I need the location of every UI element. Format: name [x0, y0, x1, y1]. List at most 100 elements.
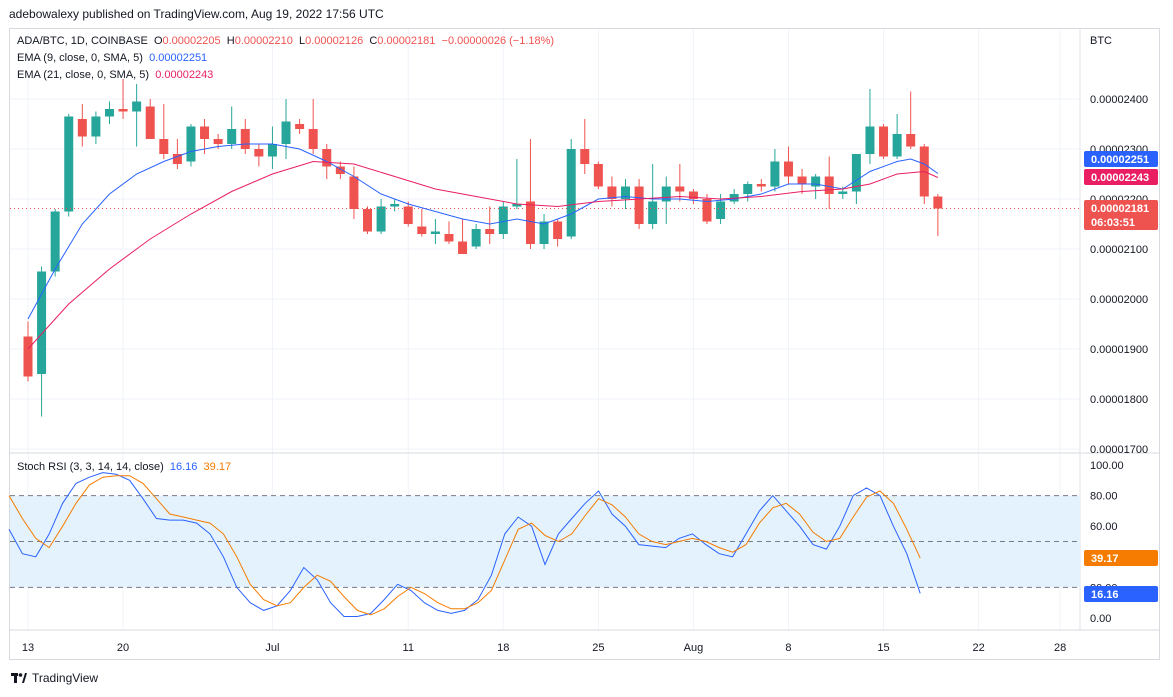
candle-body [227, 129, 237, 144]
candle [892, 114, 902, 159]
time-tick-label: 22 [972, 642, 984, 654]
candle [132, 84, 142, 147]
time-tick-label: 20 [117, 642, 129, 654]
candle [471, 224, 481, 249]
stoch-d-badge-text: 39.17 [1091, 553, 1119, 565]
candle-body [363, 209, 372, 232]
ema9-badge-text: 0.00002251 [1091, 154, 1149, 166]
candle-body [77, 119, 87, 137]
candle [363, 206, 372, 234]
stoch-tick-label: 100.00 [1090, 460, 1124, 472]
candle [729, 189, 739, 204]
candle [607, 176, 617, 207]
candle [23, 321, 33, 382]
candle [539, 214, 549, 249]
time-tick-label: 15 [877, 642, 889, 654]
candle [783, 146, 793, 184]
candle [770, 149, 780, 192]
price-tick-label: 0.00001700 [1090, 444, 1148, 456]
candle [64, 114, 74, 217]
stoch-d-badge-bg [1084, 550, 1158, 566]
time-tick-label: 11 [403, 642, 414, 654]
candle [675, 164, 685, 202]
candle [743, 181, 753, 202]
candle [281, 99, 291, 159]
stoch-k-badge-text: 16.16 [1091, 589, 1119, 601]
candle [267, 126, 277, 169]
candle [485, 206, 495, 244]
candle-body [743, 184, 753, 194]
candle [661, 176, 671, 224]
candle-body [661, 186, 671, 202]
candle-body [675, 186, 685, 192]
time-tick-label: Aug [684, 642, 704, 654]
stoch-tick-label: 60.00 [1090, 521, 1118, 533]
candle-body [621, 186, 631, 199]
candle [145, 99, 155, 139]
candle-body [892, 134, 902, 157]
legend-symbol: ADA/BTC, 1D, COINBASE [17, 35, 148, 47]
price-legend: ADA/BTC, 1D, COINBASE O0.00002205 H0.000… [17, 35, 554, 47]
candle-body [240, 129, 250, 149]
candle [349, 166, 359, 219]
stoch-d-badge: 39.17 [1084, 550, 1158, 566]
candle-body [783, 161, 793, 177]
candle-body [553, 221, 563, 239]
candle [91, 111, 101, 144]
candle [430, 219, 440, 244]
time-tick-label: 18 [497, 642, 509, 654]
time-tick-label: 28 [1054, 642, 1066, 654]
candle [159, 104, 169, 159]
price-tick-label: 0.00001800 [1090, 394, 1148, 406]
candle-body [580, 149, 590, 164]
candle-body [390, 204, 400, 207]
candle [688, 189, 698, 204]
candle [227, 106, 237, 149]
candle [295, 119, 305, 134]
candle-body [824, 176, 834, 194]
ema21-badge-bg [1084, 169, 1158, 185]
legend-h-value: 0.00002210 [234, 35, 293, 47]
tradingview-logo-icon [11, 672, 27, 684]
stoch-d-line [8, 475, 921, 616]
ema21-legend: EMA (21, close, 0, SMA, 5) 0.00002243 [17, 69, 213, 81]
candle [200, 119, 210, 154]
candle-body [851, 154, 861, 192]
candle [919, 144, 929, 204]
candle-body [458, 241, 468, 254]
stoch-k-line [8, 472, 921, 617]
stoch-k-value: 16.16 [169, 461, 198, 473]
candle [254, 144, 264, 167]
ema21-label: EMA (21, close, 0, SMA, 5) [17, 69, 150, 81]
candle-body [811, 176, 821, 187]
candle [172, 139, 182, 169]
legend-o-value: 0.00002205 [162, 35, 221, 47]
candle-body [23, 336, 33, 377]
candle-body [254, 149, 264, 157]
candle [593, 161, 603, 189]
candle-body [281, 121, 291, 144]
ema21-badge-text: 0.00002243 [1091, 172, 1149, 184]
candle-body [50, 211, 60, 272]
stoch-d-value: 39.17 [203, 461, 232, 473]
candle [390, 199, 400, 212]
candle [906, 91, 916, 149]
footer-brand[interactable]: TradingView [32, 671, 99, 685]
candle [756, 179, 766, 192]
candle-body [37, 271, 47, 374]
time-tick-label: Jul [265, 642, 279, 654]
candle-body [634, 186, 644, 224]
candle-body [430, 231, 440, 234]
candle-body [213, 139, 223, 144]
candle [621, 179, 631, 209]
candle [417, 209, 427, 237]
candle [77, 104, 87, 147]
candle-body [539, 221, 549, 244]
candle-body [906, 134, 916, 147]
price-badge: 0.00002181 06:03:51 [1084, 200, 1158, 230]
ema21-badge: 0.00002243 [1084, 169, 1158, 185]
candle-body [770, 161, 780, 187]
candle-body [322, 149, 332, 167]
chart-frame [9, 28, 1160, 660]
